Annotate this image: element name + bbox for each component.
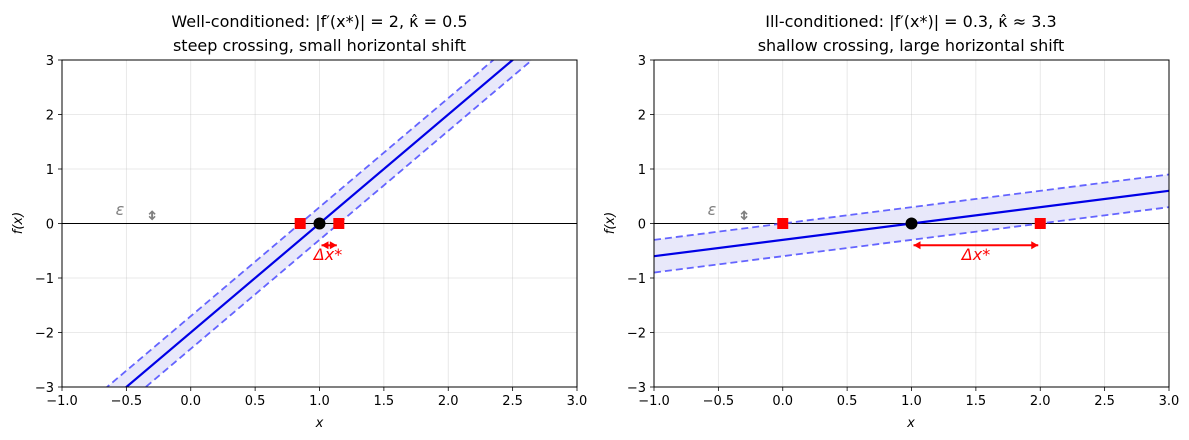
panel-left-xtick-label: 2.0 xyxy=(438,394,459,409)
panel-left-ytick-label: 1 xyxy=(46,163,54,178)
panel-right-frame xyxy=(653,59,1170,388)
panel-left-ytick-label: 2 xyxy=(46,109,54,124)
panel-right-xtick-label: −1.0 xyxy=(638,394,670,409)
panel-right-xtick-label: 0.0 xyxy=(772,394,793,409)
panel-left-title: Well-conditioned: |f′(x*)| = 2, κ̂ = 0.5 xyxy=(171,12,467,31)
panel-left-ylabel: f(x) xyxy=(11,212,26,234)
panel-left-ytick-label: −2 xyxy=(35,327,54,342)
panel-right-epsilon-marker-head xyxy=(740,210,748,221)
panel-right-xtick-label: 0.5 xyxy=(837,394,858,409)
panel-left-shift-arrow-head-right xyxy=(329,241,337,250)
panel-left-ytick-label: 0 xyxy=(46,218,54,233)
panel-right-ytick-label: −2 xyxy=(627,327,646,342)
panel-right-perturbed-root xyxy=(1034,218,1046,229)
panel-left-epsilon-marker-head xyxy=(148,210,156,221)
panel-left: Well-conditioned: |f′(x*)| = 2, κ̂ = 0.5… xyxy=(11,12,468,431)
panel-left-plot-area: −1.0 −0.5 0.0 0.5 1.0 1.5 2.0 2.5 3.0 −3 −2 −1 0 1 2 3 xyxy=(35,54,588,409)
panel-right-xtick-label: 1.5 xyxy=(966,394,987,409)
panel-right-epsilon-label: ε xyxy=(708,200,717,219)
panel-left-ytick-label: 3 xyxy=(46,54,54,69)
panel-left-shift-arrow-head-left xyxy=(321,241,329,250)
panel-right-perturbed-root xyxy=(777,218,789,229)
panel-right-ytick-label: −3 xyxy=(627,381,646,396)
panel-right-ytick-label: 2 xyxy=(638,109,646,124)
panel-left-xtick-label: −1.0 xyxy=(46,394,78,409)
panel-left-xtick-label: 3.0 xyxy=(567,394,588,409)
panel-left-perturbed-root xyxy=(294,218,306,229)
panel-left-xtick-label: 2.5 xyxy=(502,394,523,409)
panel-right: Ill-conditioned: |f′(x*)| = 0.3, κ̂ ≈ 3.… xyxy=(603,12,1064,431)
panel-right-ytick-label: 1 xyxy=(638,163,646,178)
panel-left-xlabel: x xyxy=(315,416,324,431)
panel-left-xtick-label: 1.5 xyxy=(374,394,395,409)
panel-left-true-root xyxy=(313,217,326,230)
panel-right-xtick-label: 3.0 xyxy=(1159,394,1180,409)
panel-left-xtick-label: 1.0 xyxy=(309,394,330,409)
panel-right-shift-arrow-head-right xyxy=(1031,241,1039,250)
panel-right-xtick-label: 2.0 xyxy=(1030,394,1051,409)
panel-right-ylabel: f(x) xyxy=(603,212,618,234)
panel-left-ytick-label: −1 xyxy=(35,272,54,287)
panel-right-ytick-label: −1 xyxy=(627,272,646,287)
panel-right-band-upper xyxy=(654,173,1169,241)
panel-right-ytick-label: 0 xyxy=(638,218,646,233)
panel-left-ytick-label: −3 xyxy=(35,381,54,396)
panel-left-band-upper xyxy=(105,60,495,387)
panel-left-xtick-label: −0.5 xyxy=(111,394,143,409)
panel-left-band-lower xyxy=(144,60,534,387)
panel-left-epsilon-label: ε xyxy=(116,200,125,219)
panel-right-band-lower xyxy=(654,206,1169,274)
panel-right-xtick-label: 1.0 xyxy=(901,394,922,409)
panel-right-xtick-label: −0.5 xyxy=(703,394,735,409)
panel-left-xtick-label: 0.0 xyxy=(180,394,201,409)
panel-right-title: Ill-conditioned: |f′(x*)| = 0.3, κ̂ ≈ 3.… xyxy=(765,12,1056,31)
panel-right-xlabel: x xyxy=(906,416,915,431)
panel-left-shift-label: Δx* xyxy=(312,245,342,264)
panel-right-xtick-label: 2.5 xyxy=(1094,394,1115,409)
panel-left-perturbed-root xyxy=(333,218,345,229)
panel-right-shift-arrow-head-left xyxy=(913,241,921,250)
panel-right-plot-area: −1.0 −0.5 0.0 0.5 1.0 1.5 2.0 2.5 3.0 −3 −2 −1 0 1 2 3 xyxy=(627,54,1180,409)
panel-right-subtitle: shallow crossing, large horizontal shift xyxy=(758,36,1065,55)
panel-left-xtick-label: 0.5 xyxy=(245,394,266,409)
panel-right-true-root xyxy=(905,217,918,230)
panel-left-frame xyxy=(61,59,578,388)
panel-right-ytick-label: 3 xyxy=(638,54,646,69)
panel-right-shift-label: Δx* xyxy=(960,245,990,264)
panel-left-subtitle: steep crossing, small horizontal shift xyxy=(173,36,466,55)
